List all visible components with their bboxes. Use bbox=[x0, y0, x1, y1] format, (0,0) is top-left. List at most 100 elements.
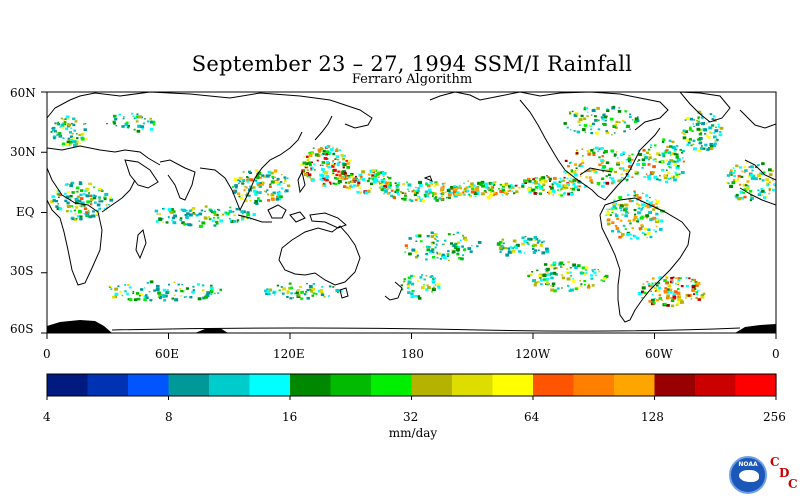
rain-pixel bbox=[280, 174, 283, 176]
rain-pixel bbox=[717, 123, 720, 126]
rain-pixel bbox=[136, 129, 141, 133]
rain-pixel bbox=[562, 193, 565, 195]
rain-pixel bbox=[84, 189, 88, 193]
colorbar-swatch bbox=[411, 374, 453, 396]
rain-pixel bbox=[206, 291, 211, 295]
rain-pixel bbox=[572, 280, 576, 283]
rain-pixel bbox=[652, 158, 655, 161]
rain-pixel bbox=[333, 164, 336, 166]
antarctic-coast bbox=[111, 327, 741, 332]
rain-pixel bbox=[521, 242, 525, 246]
rain-pixel bbox=[618, 167, 622, 170]
rain-pixel bbox=[339, 290, 343, 293]
rain-pixel bbox=[323, 177, 327, 180]
rain-pixel bbox=[589, 179, 593, 182]
rain-pixel bbox=[675, 303, 679, 306]
rain-pixel bbox=[321, 292, 324, 295]
rain-pixel bbox=[562, 184, 565, 187]
rain-pixel bbox=[235, 207, 239, 211]
rain-pixel bbox=[673, 178, 677, 182]
rain-pixel bbox=[162, 221, 164, 223]
rain-pixel bbox=[446, 253, 450, 256]
rain-pixel bbox=[406, 283, 410, 286]
rain-pixel bbox=[371, 169, 375, 173]
rain-pixel bbox=[605, 161, 610, 165]
rain-pixel bbox=[257, 174, 260, 176]
rain-pixel bbox=[526, 187, 531, 191]
rain-pixel bbox=[432, 195, 434, 197]
rain-pixel bbox=[656, 152, 660, 156]
rain-pixel bbox=[246, 180, 250, 183]
rain-pixel bbox=[94, 201, 97, 204]
rain-pixel bbox=[257, 171, 262, 175]
rain-pixel bbox=[158, 217, 163, 221]
rain-pixel bbox=[547, 176, 550, 178]
rain-pixel bbox=[380, 178, 384, 182]
rain-pixel bbox=[515, 184, 518, 187]
colorbar-swatch bbox=[735, 374, 777, 396]
rain-pixel bbox=[410, 292, 414, 295]
rain-pixel bbox=[448, 191, 451, 194]
rain-pixel bbox=[332, 182, 335, 185]
rain-pixel bbox=[644, 233, 647, 236]
rain-pixel bbox=[504, 190, 508, 193]
rain-pixel bbox=[545, 247, 549, 251]
rain-pixel bbox=[606, 108, 609, 110]
rain-pixel bbox=[469, 184, 472, 187]
rain-pixel bbox=[735, 180, 739, 183]
rain-pixel bbox=[563, 264, 565, 266]
rain-pixel bbox=[674, 277, 677, 280]
rain-pixel bbox=[383, 184, 388, 188]
rain-pixel bbox=[747, 185, 750, 187]
rain-pixel bbox=[58, 193, 62, 197]
rain-pixel bbox=[639, 216, 644, 220]
rain-pixel bbox=[255, 202, 259, 206]
rain-pixel bbox=[502, 183, 505, 186]
rain-pixel bbox=[541, 241, 544, 244]
rain-pixel bbox=[521, 182, 525, 186]
rain-pixel bbox=[498, 187, 501, 190]
rain-pixel bbox=[651, 204, 655, 207]
rain-pixel bbox=[321, 161, 325, 164]
rain-pixel bbox=[616, 151, 618, 153]
rain-pixel bbox=[75, 218, 78, 220]
rain-pixel bbox=[665, 159, 668, 162]
rain-pixel bbox=[546, 273, 551, 277]
rain-pixel bbox=[655, 199, 657, 201]
rain-pixel bbox=[286, 295, 289, 298]
rain-pixel bbox=[602, 170, 604, 173]
rain-pixel bbox=[628, 154, 631, 157]
colorbar-swatch bbox=[573, 374, 615, 396]
rain-pixel bbox=[271, 175, 275, 179]
rain-pixel bbox=[431, 275, 434, 278]
rain-pixel bbox=[320, 174, 325, 178]
rain-pixel bbox=[112, 120, 116, 124]
rain-pixel bbox=[78, 205, 81, 207]
rain-pixel bbox=[78, 210, 82, 214]
rain-pixel bbox=[657, 282, 661, 285]
colorbar-tick-label: 64 bbox=[524, 410, 540, 424]
rain-pixel bbox=[75, 198, 78, 201]
rain-pixel bbox=[366, 179, 370, 183]
rain-pixel bbox=[679, 300, 684, 304]
rain-pixel bbox=[655, 225, 658, 227]
rain-pixel bbox=[700, 116, 704, 119]
rain-pixel bbox=[590, 149, 594, 152]
rain-pixel bbox=[93, 186, 96, 189]
rain-pixel bbox=[670, 304, 675, 308]
rain-pixel bbox=[155, 287, 160, 292]
rain-pixel bbox=[347, 186, 351, 190]
rain-pixel bbox=[431, 256, 435, 259]
rain-pixel bbox=[106, 123, 108, 125]
rain-pixel bbox=[381, 180, 386, 184]
rain-pixel bbox=[372, 180, 377, 184]
rain-pixel bbox=[179, 217, 183, 220]
rain-pixel bbox=[450, 191, 453, 194]
rain-pixel bbox=[581, 159, 584, 161]
rain-pixel bbox=[477, 241, 482, 244]
rain-pixel bbox=[133, 128, 136, 131]
rain-pixel bbox=[583, 185, 588, 188]
rain-pixel bbox=[384, 181, 389, 185]
rain-pixel bbox=[267, 170, 272, 174]
rain-pixel bbox=[407, 276, 411, 280]
